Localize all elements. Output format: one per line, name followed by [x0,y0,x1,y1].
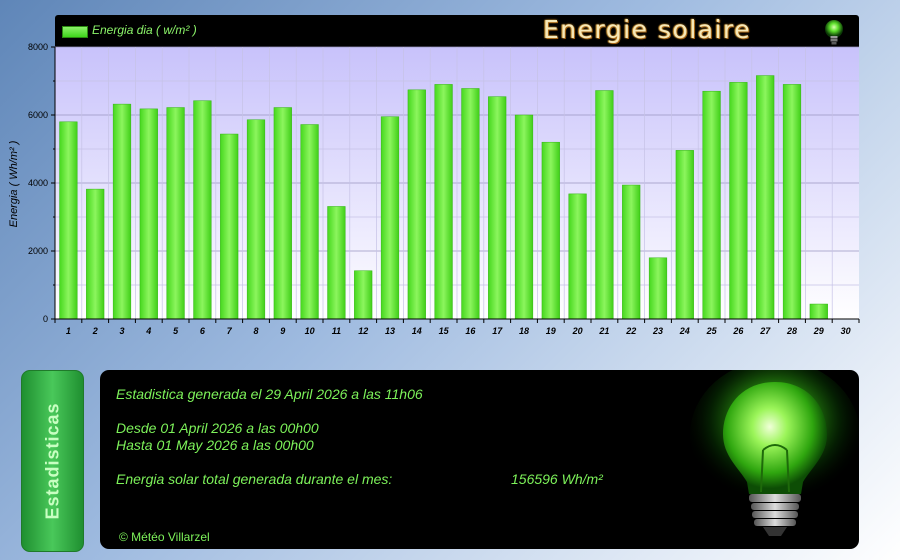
y-tick-label: 4000 [28,178,48,188]
x-tick-label: 4 [145,326,151,336]
stat-total-label: Energia solar total generada durante el … [116,471,393,487]
bar-day-28 [782,84,802,320]
bar-day-22 [622,184,641,320]
app-title: Energie solaire [543,15,752,44]
bar-day-24 [675,150,694,320]
x-tick-label: 7 [227,326,233,336]
x-tick-label: 29 [813,326,824,336]
bar-day-10 [300,124,319,320]
bar-day-5 [166,107,185,320]
stat-total-value: 156596 Wh/m² [511,471,603,487]
x-tick-label: 27 [759,326,771,336]
y-tick-label: 2000 [28,246,48,256]
x-tick-label: 21 [598,326,609,336]
x-tick-label: 14 [412,326,422,336]
y-tick-label: 6000 [28,110,48,120]
bar-day-6 [193,100,212,320]
stat-from: Desde 01 April 2026 a las 00h00 [116,420,319,436]
bar-day-23 [648,257,668,320]
bar-day-21 [595,90,614,320]
bar-day-13 [380,116,400,320]
bar-day-8 [246,119,266,320]
x-tick-label: 2 [92,326,98,336]
bar-day-14 [407,89,426,320]
bar-day-11 [327,206,346,320]
bar-day-27 [756,75,775,320]
x-tick-label: 12 [358,326,368,336]
bar-day-20 [568,193,587,320]
glowing-light-bulb-icon [690,370,859,536]
bar-day-19 [541,141,560,320]
x-tick-label: 24 [679,326,690,336]
light-bulb-icon [825,20,843,45]
bar-day-25 [702,90,721,320]
stat-to: Hasta 01 May 2026 a las 00h00 [116,437,314,453]
bar-day-18 [514,114,534,320]
bar-day-12 [354,270,373,320]
bar-day-16 [461,88,480,320]
x-tick-label: 22 [625,326,636,336]
bar-day-4 [139,108,158,320]
x-tick-label: 25 [706,326,718,336]
statistics-panel: Estadistica generada el 29 April 2026 a … [100,370,859,549]
copyright: © Météo Villarzel [119,530,210,544]
x-tick-label: 30 [841,326,851,336]
legend-swatch [62,26,88,38]
bar-day-2 [86,188,105,320]
y-tick-label: 8000 [28,42,48,52]
stat-generated: Estadistica generada el 29 April 2026 a … [116,386,423,402]
x-tick-label: 16 [465,326,476,336]
x-tick-label: 10 [305,326,315,336]
bar-day-15 [434,84,453,320]
y-axis-title: Energia ( Wh/m² ) [8,140,20,227]
x-tick-label: 5 [173,326,179,336]
y-tick-label: 0 [43,314,48,324]
x-tick-label: 9 [280,326,285,336]
statistics-tab-label: Estadisticas [42,402,62,520]
x-tick-label: 8 [253,326,258,336]
x-tick-label: 13 [385,326,395,336]
chart-header-bar: Energia dia ( w/m² ) Energie solaire [55,15,859,47]
x-tick-label: 28 [786,326,797,336]
x-tick-label: 15 [439,326,450,336]
bar-day-7 [220,133,239,320]
bar-day-26 [729,82,748,320]
bar-day-17 [488,96,507,320]
x-tick-label: 18 [519,326,529,336]
x-tick-label: 3 [119,326,124,336]
bar-day-9 [273,107,292,320]
x-tick-label: 6 [200,326,206,336]
bar-day-3 [112,103,132,320]
x-tick-label: 1 [66,326,71,336]
bar-day-29 [809,303,828,320]
x-tick-label: 17 [492,326,503,336]
legend-label: Energia dia ( w/m² ) [92,23,197,37]
x-tick-label: 11 [332,326,341,336]
x-tick-label: 19 [546,326,556,336]
x-tick-label: 23 [652,326,663,336]
statistics-tab[interactable]: Estadisticas [21,370,84,552]
bar-day-1 [59,121,78,320]
x-tick-label: 26 [732,326,744,336]
x-tick-label: 20 [572,326,583,336]
